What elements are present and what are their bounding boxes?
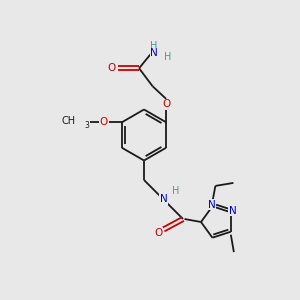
Text: 3: 3 bbox=[84, 122, 89, 130]
Text: H: H bbox=[172, 186, 180, 196]
Text: O: O bbox=[107, 63, 116, 73]
Text: N: N bbox=[208, 200, 216, 209]
Text: H: H bbox=[164, 52, 171, 62]
Text: O: O bbox=[100, 117, 108, 127]
Text: O: O bbox=[154, 227, 162, 238]
Text: CH: CH bbox=[62, 116, 76, 126]
Text: O: O bbox=[162, 99, 170, 109]
Text: N: N bbox=[160, 194, 167, 205]
Text: N: N bbox=[229, 206, 236, 215]
Text: N: N bbox=[150, 48, 158, 58]
Text: H: H bbox=[150, 41, 158, 51]
